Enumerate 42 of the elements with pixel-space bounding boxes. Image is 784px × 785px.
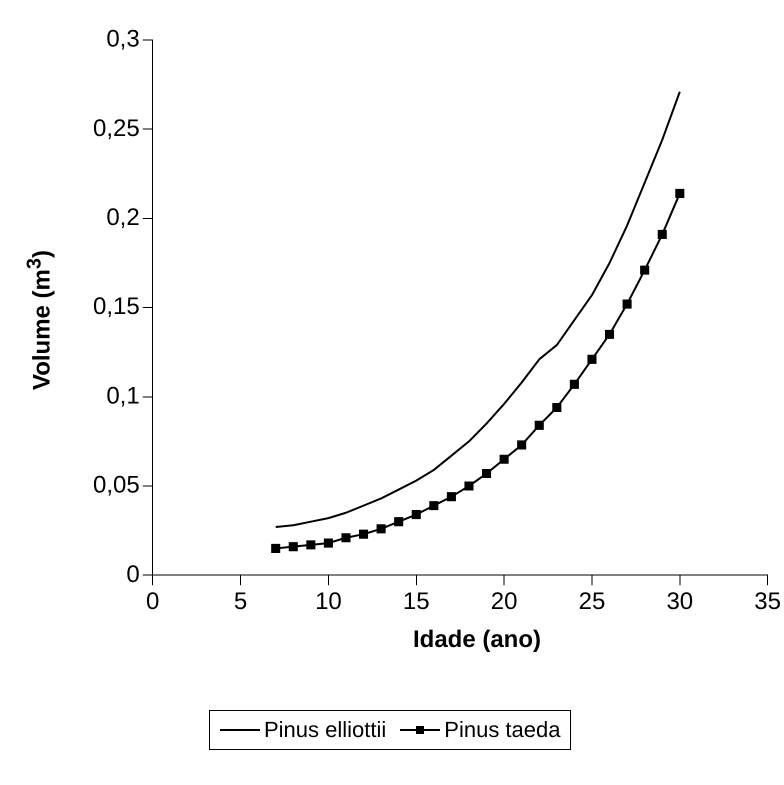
- y-tick-label: 0,3: [106, 26, 140, 53]
- legend-label: Pinus taeda: [444, 717, 560, 743]
- point: [324, 538, 333, 548]
- point: [429, 501, 438, 510]
- point: [517, 440, 526, 450]
- x-axis-title: Idade (ano): [412, 626, 542, 654]
- y-tick-label: 0: [126, 560, 140, 588]
- point: [640, 266, 650, 275]
- x-tick-label: 15: [402, 588, 430, 616]
- point: [341, 533, 351, 542]
- point: [622, 299, 632, 309]
- point: [482, 468, 492, 478]
- x-tick-label: 10: [315, 588, 342, 616]
- point: [412, 510, 421, 520]
- x-tick-label: 25: [578, 588, 606, 616]
- point: [534, 420, 544, 430]
- point: [570, 380, 579, 389]
- point: [675, 188, 684, 198]
- x-tick-label: 0: [146, 588, 160, 616]
- point: [288, 542, 298, 552]
- y-tick-label: 0,25: [92, 114, 140, 142]
- y-tick-label: 0,15: [92, 293, 140, 320]
- point: [604, 330, 614, 339]
- x-tick-label: 20: [490, 588, 518, 616]
- point: [500, 454, 509, 464]
- y-tick-label: 0,2: [106, 204, 140, 232]
- x-tick-label: 30: [666, 588, 694, 616]
- point: [552, 402, 562, 412]
- point: [376, 524, 386, 534]
- y-tick-label: 0,1: [106, 382, 140, 410]
- point: [446, 492, 456, 502]
- point: [464, 481, 474, 491]
- x-tick-label: 35: [754, 588, 782, 616]
- y-tick-label: 0,05: [92, 472, 140, 499]
- legend-label: Pinus elliottii: [264, 717, 386, 743]
- x-tick-label: 5: [234, 588, 248, 616]
- point: [306, 540, 316, 550]
- point: [587, 354, 596, 364]
- point: [271, 544, 280, 553]
- point: [359, 530, 368, 539]
- point: [658, 230, 667, 239]
- point: [394, 517, 404, 526]
